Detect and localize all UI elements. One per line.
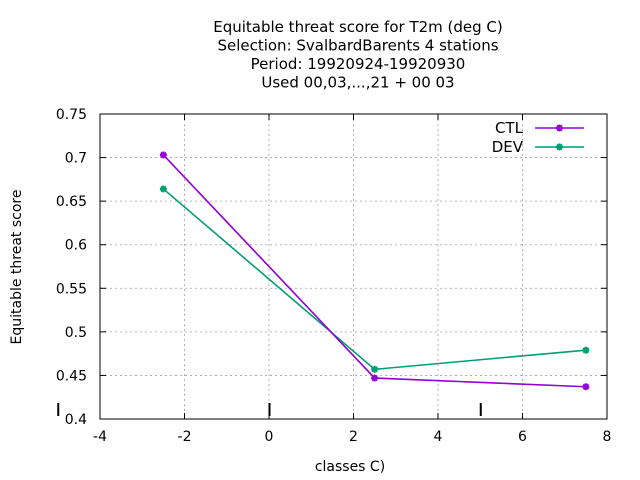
grid xyxy=(100,114,607,419)
y-tick-label: 0.45 xyxy=(56,368,87,384)
data-point-ctl xyxy=(582,383,590,391)
data-point-dev xyxy=(159,185,167,193)
title-line: Selection: SvalbardBarents 4 stations xyxy=(217,37,498,55)
class-markers xyxy=(57,403,482,416)
data-point-dev xyxy=(371,365,379,373)
x-tick-label: 8 xyxy=(603,429,612,445)
y-tick-label: 0.7 xyxy=(65,151,87,167)
legend-marker xyxy=(556,124,563,132)
title-line: Equitable threat score for T2m (deg C) xyxy=(213,18,503,36)
chart-title: Equitable threat score for T2m (deg C)Se… xyxy=(213,18,503,92)
legend-marker xyxy=(556,143,563,151)
x-tick-label: 0 xyxy=(265,429,274,445)
y-tick-label: 0.4 xyxy=(65,412,87,428)
data-point-ctl xyxy=(371,374,379,382)
series xyxy=(159,151,590,391)
data-point-dev xyxy=(582,346,590,354)
title-line: Used 00,03,...,21 + 00 03 xyxy=(261,74,454,92)
y-tick-label: 0.55 xyxy=(56,281,87,297)
y-tick-label: 0.65 xyxy=(56,194,87,210)
x-tick-label: 2 xyxy=(349,429,358,445)
legend-label: DEV xyxy=(492,138,524,156)
x-tick-label: 6 xyxy=(518,429,527,445)
legend-label: CTL xyxy=(495,119,524,137)
y-tick-label: 0.6 xyxy=(65,238,87,254)
data-point-ctl xyxy=(159,151,167,159)
title-line: Period: 19920924-19920930 xyxy=(251,55,466,73)
x-tick-label: -4 xyxy=(93,429,107,445)
y-tick-label: 0.5 xyxy=(65,325,87,341)
y-tick-label: 0.75 xyxy=(56,107,87,123)
x-tick-label: -2 xyxy=(178,429,192,445)
x-axis-label: classes C) xyxy=(315,459,385,475)
y-axis-label: Equitable threat score xyxy=(9,190,25,345)
y-axis: 0.4 0.45 0.5 0.55 0.6 0.65 0.7 0.75 xyxy=(56,107,607,428)
x-tick-label: 4 xyxy=(434,429,443,445)
